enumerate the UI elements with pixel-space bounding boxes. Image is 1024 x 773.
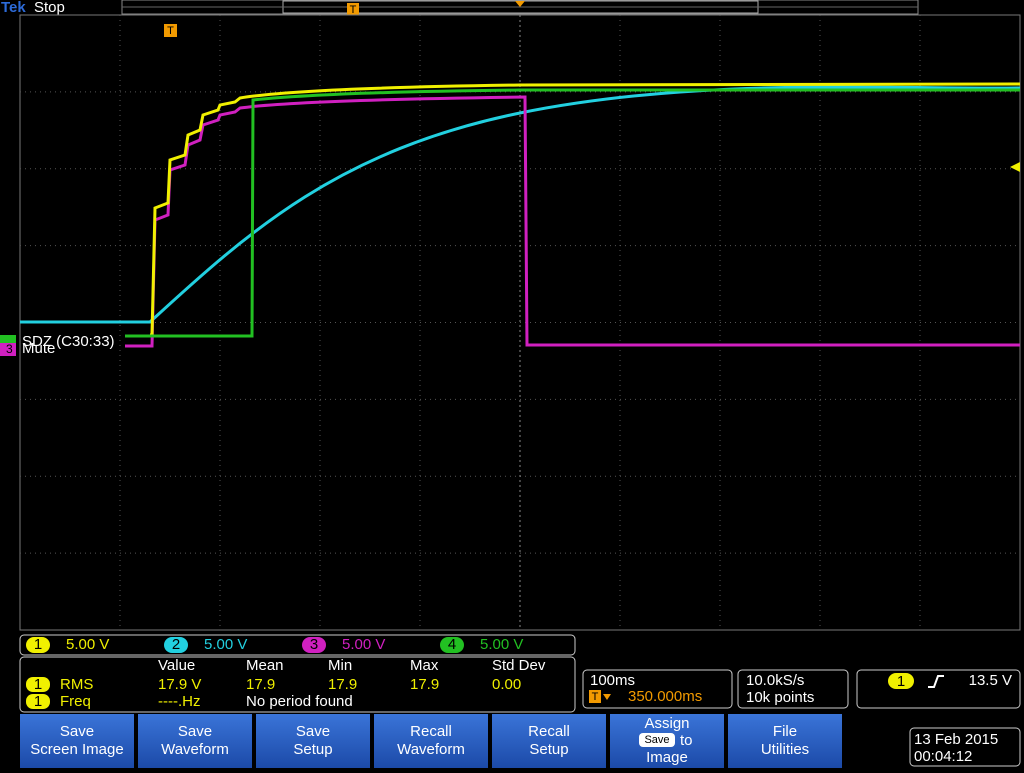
channel-bar — [19, 634, 576, 656]
meas-header: Max — [410, 657, 439, 674]
softkey-label: Save — [60, 723, 94, 740]
assign-line1: Assign — [644, 715, 689, 732]
channel-scale: 5.00 V — [204, 636, 247, 653]
softkey-label: Setup — [293, 741, 332, 758]
timebase-panel — [582, 669, 733, 709]
file-line1: File — [773, 723, 797, 740]
timebase-scale: 100ms — [590, 672, 635, 689]
channel-scale: 5.00 V — [66, 636, 109, 653]
ch3-marker — [0, 343, 16, 356]
channel-badge — [302, 637, 326, 653]
assign-line3: Image — [646, 749, 688, 766]
channel-number: 3 — [310, 636, 318, 653]
trace-ch2 — [20, 85, 1021, 324]
file-button[interactable] — [728, 714, 842, 768]
meas-header: Std Dev — [492, 657, 546, 674]
position-icon — [589, 690, 601, 703]
meas-source: 1 — [34, 676, 42, 693]
trigger-level — [1010, 162, 1020, 172]
channel-number: 1 — [34, 636, 42, 653]
softkey-label: Setup — [529, 741, 568, 758]
meas-name: RMS — [60, 676, 93, 693]
save-badge — [639, 733, 675, 747]
softkey-label: Waveform — [161, 741, 229, 758]
timebase-position: 350.000ms — [628, 688, 702, 705]
meas-cell: 0.00 — [492, 676, 521, 693]
status: Stop — [34, 0, 65, 16]
softkey-label: Save — [178, 723, 212, 740]
file-line2: Utilities — [761, 741, 809, 758]
meas-cell: ----.Hz — [158, 693, 200, 710]
trigger-icon — [164, 24, 177, 37]
trigger-level-text: 13.5 V — [969, 672, 1012, 689]
acquisition-panel — [737, 669, 849, 709]
left-marker: 3 — [6, 342, 13, 356]
trigger-icon-text: T — [167, 25, 174, 37]
time: 00:04:12 — [914, 748, 972, 765]
meas-source-badge — [26, 694, 50, 709]
meas-header: Value — [158, 657, 195, 674]
softkey[interactable] — [492, 714, 606, 768]
record-trigger-icon — [347, 3, 359, 15]
assign-to: to — [680, 732, 693, 749]
meas-cell: No period found — [246, 693, 353, 710]
date: 13 Feb 2015 — [914, 731, 998, 748]
measurement-panel — [19, 656, 576, 713]
trigger-source: 1 — [897, 673, 905, 690]
trigger-slope — [928, 675, 944, 688]
meas-source: 1 — [34, 693, 42, 710]
softkey-label: Recall — [410, 723, 452, 740]
softkey-label: Save — [296, 723, 330, 740]
meas-source-badge — [26, 677, 50, 692]
position-icon-text: T — [592, 691, 599, 703]
channel-scale: 5.00 V — [480, 636, 523, 653]
trigger-source-badge — [888, 673, 914, 689]
softkey-label: Recall — [528, 723, 570, 740]
meas-cell: 17.9 — [410, 676, 439, 693]
meas-header: Mean — [246, 657, 284, 674]
channel-scale: 5.00 V — [342, 636, 385, 653]
meas-name: Freq — [60, 693, 91, 710]
datetime-panel — [909, 727, 1021, 767]
record-trigger-text: T — [350, 4, 357, 16]
sample-rate: 10.0kS/s — [746, 672, 804, 689]
meas-header: Min — [328, 657, 352, 674]
brand: Tek — [1, 0, 26, 16]
softkey[interactable] — [138, 714, 252, 768]
trace-ch1 — [150, 82, 1021, 337]
position-arrow — [603, 694, 611, 700]
channel-badge — [26, 637, 50, 653]
save-badge-text: Save — [644, 734, 669, 746]
trigger-position — [515, 1, 525, 7]
softkey-label: Screen Image — [30, 741, 123, 758]
channel-number: 4 — [448, 636, 456, 653]
channel-badge — [440, 637, 464, 653]
softkey[interactable] — [256, 714, 370, 768]
record-length: 10k points — [746, 689, 814, 706]
meas-cell: 17.9 — [328, 676, 357, 693]
softkey-label: Waveform — [397, 741, 465, 758]
trace-ch4 — [125, 88, 1020, 338]
channel-badge — [164, 637, 188, 653]
softkey[interactable] — [374, 714, 488, 768]
bus-label: SDZ (C30:33) — [22, 333, 115, 350]
meas-cell: 17.9 V — [158, 676, 201, 693]
channel-number: 2 — [172, 636, 180, 653]
mute-label: Mute — [22, 340, 55, 357]
softkey[interactable] — [20, 714, 134, 768]
meas-cell: 17.9 — [246, 676, 275, 693]
